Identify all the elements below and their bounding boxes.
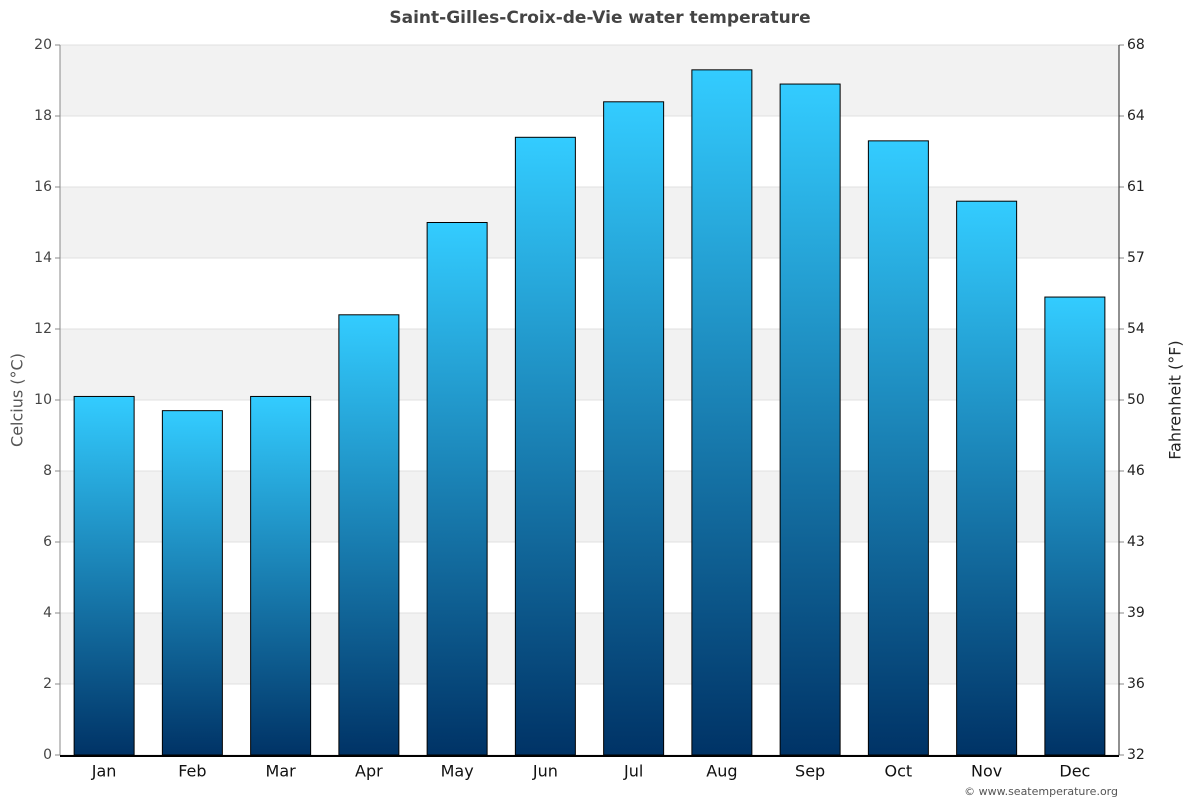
x-tick-label: Aug [706,762,737,781]
y-tick-label: 16 [34,179,52,195]
y2-tick-label: 43 [1127,534,1145,550]
y2-tick-label: 61 [1127,179,1145,195]
y-tick-label: 6 [43,534,52,550]
y2-tick-label: 46 [1127,463,1145,479]
y2-tick-label: 57 [1127,250,1145,266]
bar [867,140,929,756]
bar [1044,296,1106,756]
y2-tick-label: 54 [1127,321,1145,337]
x-tick-label: Mar [266,762,297,781]
grid-band [60,45,1119,116]
grid-band [60,471,1119,542]
y2-tick-label: 64 [1127,108,1145,124]
y-tick-label: 20 [34,37,52,53]
y-tick-label: 10 [34,392,52,408]
y2-tick-label: 36 [1127,676,1145,692]
y-tick-label: 14 [34,250,52,266]
x-tick-label: Apr [355,762,383,781]
bar [161,410,223,756]
y-tick-label: 12 [34,321,52,337]
x-tick-label: Jun [532,762,558,781]
y2-tick-label: 32 [1127,747,1145,763]
bar [426,222,488,756]
chart-title: Saint-Gilles-Croix-de-Vie water temperat… [389,8,810,28]
bar [691,69,753,756]
y2-tick-label: 39 [1127,605,1145,621]
bar [779,83,841,756]
x-tick-label: Jan [91,762,117,781]
x-tick-label: Oct [885,762,913,781]
grid-band [60,613,1119,684]
y2-axis-label: Fahrenheit (°F) [1166,340,1185,459]
y-tick-label: 4 [43,605,52,621]
y-tick-label: 18 [34,108,52,124]
y-tick-label: 8 [43,463,52,479]
x-tick-label: Jul [623,762,643,781]
grid-band [60,329,1119,400]
x-tick-label: Nov [971,762,1002,781]
x-tick-label: Dec [1059,762,1090,781]
x-tick-label: May [441,762,474,781]
bar [514,136,576,756]
y2-tick-label: 68 [1127,37,1145,53]
x-tick-label: Feb [178,762,206,781]
y-tick-label: 0 [43,747,52,763]
bar [73,395,135,756]
bar [250,395,312,756]
source-note: © www.seatemperature.org [964,785,1118,798]
grid-bands [60,44,1119,756]
bar [603,101,665,756]
bar [956,200,1018,756]
y-tick-label: 2 [43,676,52,692]
y2-tick-label: 50 [1127,392,1145,408]
y-axis-label: Celcius (°C) [8,353,27,447]
bar [338,314,400,756]
x-tick-label: Sep [795,762,825,781]
grid-band [60,187,1119,258]
